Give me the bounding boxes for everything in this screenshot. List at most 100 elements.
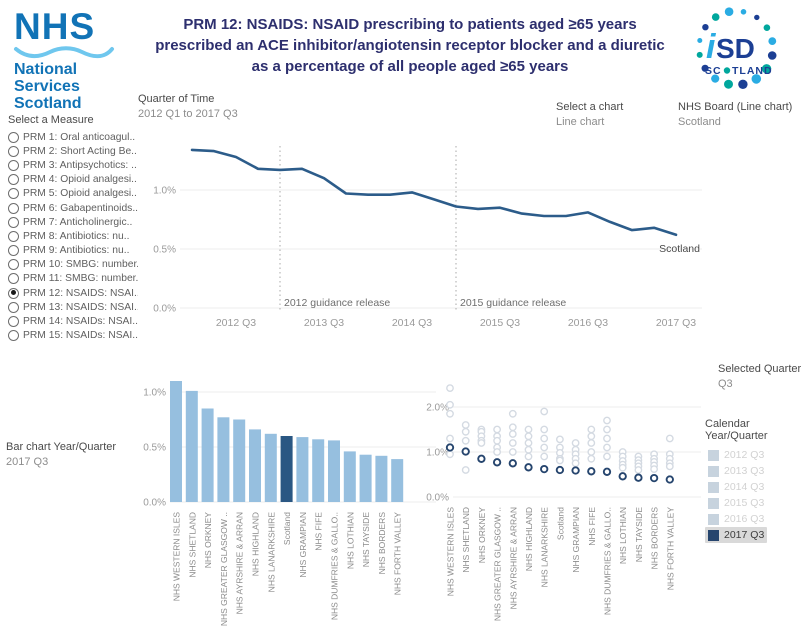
scatter-point-2017-q3[interactable] [602,467,612,476]
bar-nhs-borders[interactable] [375,455,388,502]
scatter-point-2012-q3[interactable] [508,409,517,418]
bar-nhs-fife[interactable] [312,439,325,502]
radio-icon[interactable] [8,273,19,285]
scatter-point-2015-q3[interactable] [446,434,454,443]
legend-item-2013-q3[interactable]: 2013 Q3 [705,463,767,479]
scatter-point-2014-q3[interactable] [508,430,517,438]
radio-icon[interactable] [8,216,19,228]
scatter-point-2016-q3[interactable] [524,452,533,461]
scatter-point-2015-q3[interactable] [540,443,549,452]
radio-icon[interactable] [8,301,19,313]
bar-nhs-ayrshire-arran[interactable] [233,419,246,503]
bar-nhs-western-isles[interactable] [170,381,182,502]
scatter-point-2017-q3[interactable] [587,467,596,476]
scatter-point-2016-q3[interactable] [603,452,611,461]
scatter-point-2013-q3[interactable] [524,432,533,441]
scatter-point-2015-q3[interactable] [524,445,533,454]
scatter-point-2013-q3[interactable] [540,425,549,434]
chart-select-value[interactable]: Line chart [556,116,605,128]
scatter-point-2017-q3[interactable] [461,447,470,456]
scatter-point-2012-q3[interactable] [603,416,611,425]
legend-item-2017-q3[interactable]: 2017 Q3 [705,527,768,543]
scatter-point-2012-q3[interactable] [461,421,470,429]
scatter-point-2017-q3[interactable] [634,473,643,482]
scatter-point-2016-q3[interactable] [493,448,502,456]
legend-item-2015-q3[interactable]: 2015 Q3 [705,495,767,511]
scatter-point-2017-q3[interactable] [618,472,627,481]
bar-scotland[interactable] [280,436,293,502]
radio-icon[interactable] [8,159,19,171]
scatter-point-2014-q3[interactable] [493,436,502,445]
scatter-point-2016-q3[interactable] [540,452,549,461]
scatter-point-2016-q3[interactable] [555,456,564,465]
scatter-point-2016-q3[interactable] [446,450,454,459]
radio-icon[interactable] [8,230,19,242]
radio-icon[interactable] [8,259,19,271]
measure-option-6[interactable]: PRM 6: Gabapentinoids.. [8,201,138,215]
scatter-point-2017-q3[interactable] [665,475,674,484]
radio-selected-icon[interactable] [8,287,19,299]
legend-item-2012-q3[interactable]: 2012 Q3 [705,447,767,463]
legend-item-2016-q3[interactable]: 2016 Q3 [705,511,767,527]
scatter-point-2016-q3[interactable] [618,463,627,472]
scatter-point-2013-q3[interactable] [461,427,470,436]
measure-option-13[interactable]: PRM 13: NSAIDS: NSAI.. [8,300,138,314]
scatter-point-2016-q3[interactable] [477,439,486,447]
scatter-point-2015-q3[interactable] [508,439,517,447]
scatter-point-2013-q3[interactable] [587,432,596,441]
scatter-point-2012-q3[interactable] [587,425,596,434]
scatter-point-2012-q3[interactable] [446,384,454,392]
scatter-point-2014-q3[interactable] [587,439,596,447]
scatter-point-2017-q3[interactable] [571,466,580,475]
measure-option-15[interactable]: PRM 15: NSAIDs: NSAI.. [8,329,138,343]
scatter-point-2014-q3[interactable] [446,409,454,418]
radio-icon[interactable] [8,131,19,143]
scatter-point-2016-q3[interactable] [587,454,596,463]
legend-item-2014-q3[interactable]: 2014 Q3 [705,479,767,495]
scatter-point-2016-q3[interactable] [650,465,659,474]
trend-line-scotland[interactable] [190,148,678,237]
scatter-point-2012-q3[interactable] [571,439,580,447]
scatter-point-2016-q3[interactable] [571,459,580,468]
board-select-parameter[interactable]: NHS Board (Line chart) Scotland [678,100,792,130]
measure-option-5[interactable]: PRM 5: Opioid analgesi.. [8,187,138,201]
measure-option-12[interactable]: PRM 12: NSAIDS: NSAI.. [8,286,138,300]
scatter-point-2014-q3[interactable] [540,434,549,443]
radio-icon[interactable] [8,188,19,200]
scatter-point-2017-q3[interactable] [540,464,549,474]
bar-nhs-greater-glasgow-[interactable] [217,417,230,502]
scatter-point-2017-q3[interactable] [508,459,517,468]
measure-option-11[interactable]: PRM 11: SMBG: number.. [8,272,138,286]
bar-nhs-lanarkshire[interactable] [264,433,277,502]
scatter-point-2012-q3[interactable] [493,425,502,434]
chart-select-parameter[interactable]: Select a chart Line chart [556,100,623,130]
measure-option-7[interactable]: PRM 7: Anticholinergic.. [8,215,138,229]
scatter-point-2014-q3[interactable] [461,436,470,445]
scatter-point-2012-q3[interactable] [665,434,674,443]
measure-option-14[interactable]: PRM 14: NSAIDs: NSAI.. [8,314,138,328]
scatter-point-2015-q3[interactable] [587,448,596,456]
scatter-point-2012-q3[interactable] [540,407,549,416]
scatter-point-2017-q3[interactable] [649,473,659,483]
scatter-point-2017-q3[interactable] [445,443,455,452]
bar-nhs-orkney[interactable] [201,408,214,503]
scatter-point-2016-q3[interactable] [461,466,470,474]
radio-icon[interactable] [8,145,19,157]
radio-icon[interactable] [8,330,19,342]
bar-nhs-shetland[interactable] [185,390,198,502]
scatter-point-2014-q3[interactable] [524,439,533,447]
scatter-point-2016-q3[interactable] [634,466,643,474]
radio-icon[interactable] [8,174,19,186]
bar-nhs-lothian[interactable] [343,451,356,502]
radio-icon[interactable] [8,202,19,214]
radio-icon[interactable] [8,245,19,257]
scatter-point-2014-q3[interactable] [603,434,611,443]
scatter-point-2012-q3[interactable] [555,435,564,444]
scatter-point-2017-q3[interactable] [492,458,502,467]
measure-option-3[interactable]: PRM 3: Antipsychotics: .. [8,158,138,172]
measure-option-2[interactable]: PRM 2: Short Acting Be.. [8,144,138,158]
scatter-point-2015-q3[interactable] [603,443,611,452]
measure-option-4[interactable]: PRM 4: Opioid analgesi.. [8,173,138,187]
scatter-point-2017-q3[interactable] [524,463,533,472]
measure-option-8[interactable]: PRM 8: Antibiotics: nu.. [8,229,138,243]
